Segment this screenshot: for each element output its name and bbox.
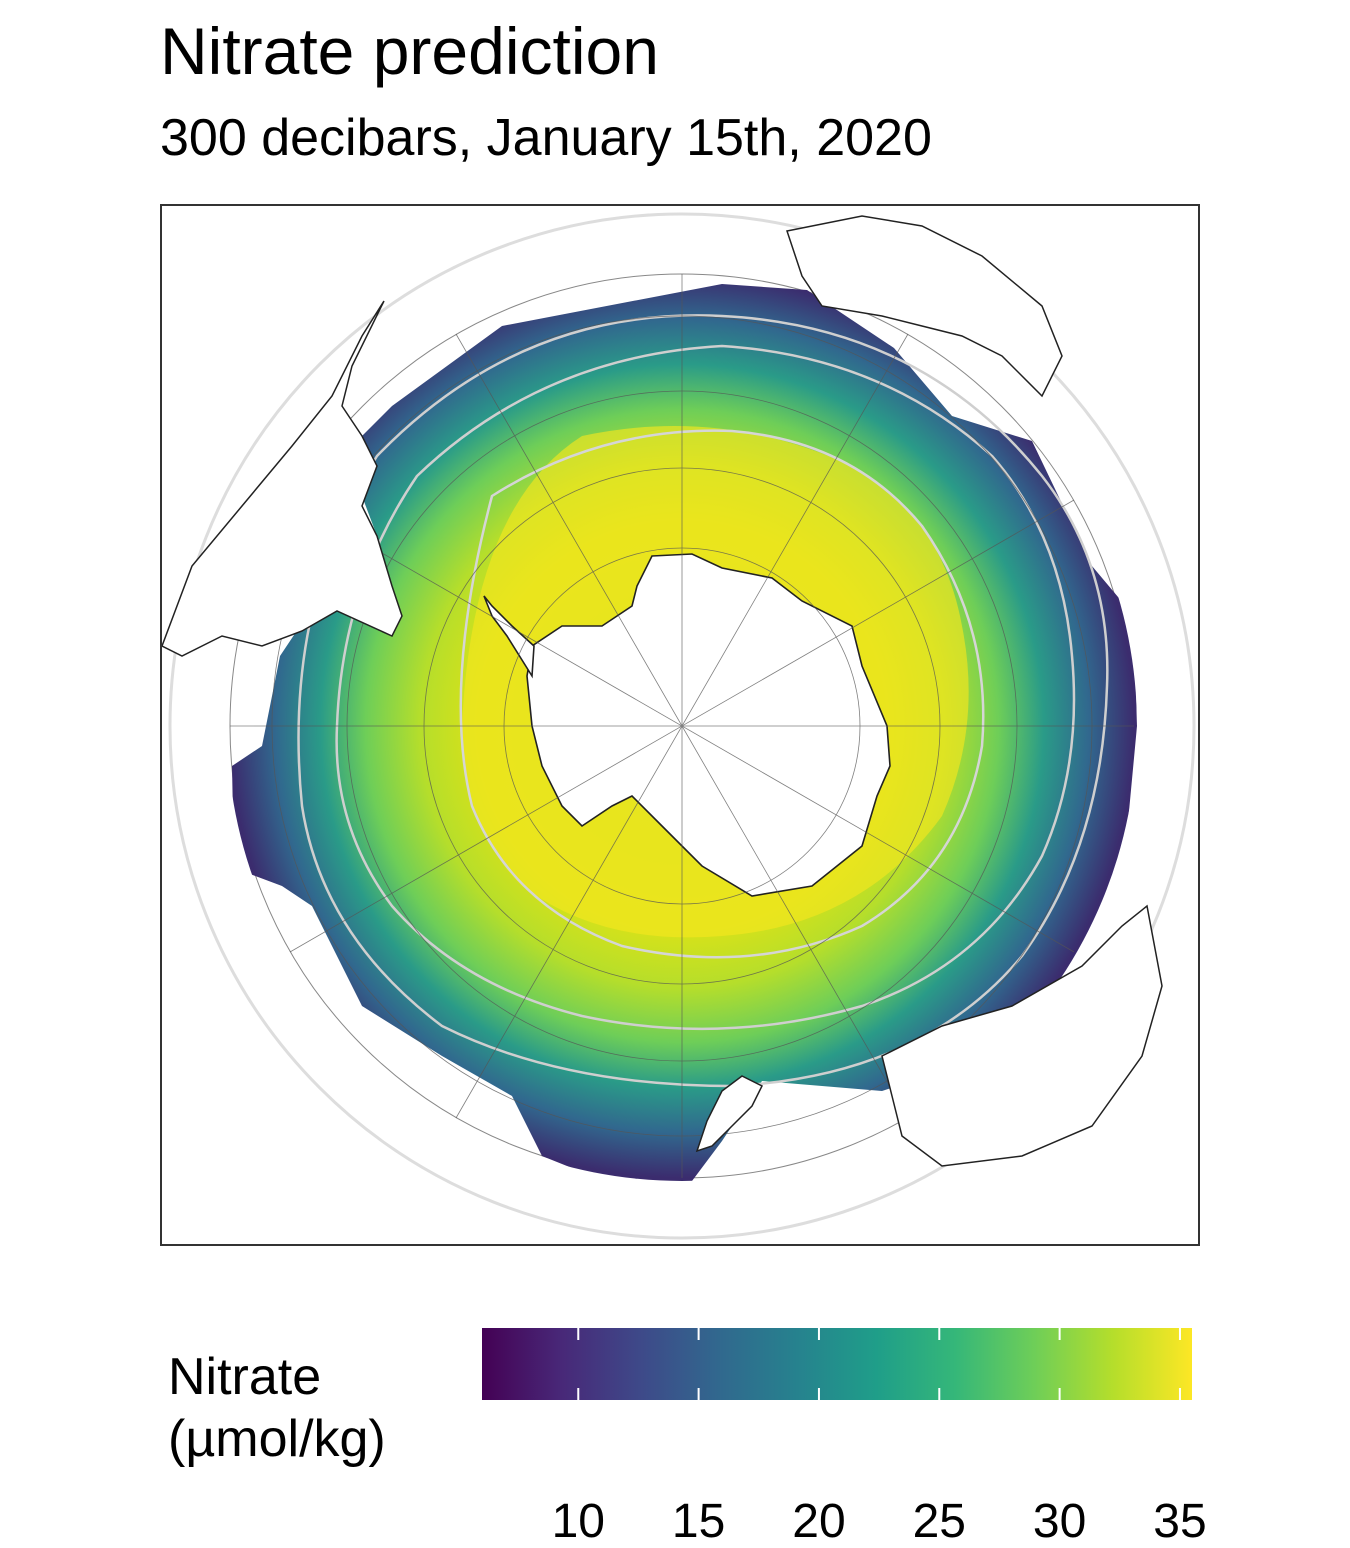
colorbar-tick-label: 15 [671,1495,726,1548]
antarctic-peninsula [483,595,535,679]
australia [881,904,1163,1167]
colorbar-tick-label: 10 [551,1495,605,1548]
colorbar-tick-label: 25 [912,1495,966,1548]
colorbar [482,1328,1192,1400]
polar-front [335,344,1076,1031]
subantarctic-front [297,314,1109,1088]
map-title: Nitrate prediction [160,14,659,88]
southern-front [459,429,985,959]
legend-title-line2: (µmol/kg) [168,1410,386,1469]
map-panel [160,204,1200,1246]
globe-outline [168,212,1196,1240]
africa [786,215,1063,398]
south-america [162,300,403,657]
colorbar-tick-label: 30 [1032,1495,1087,1548]
legend-title: Nitrate (µmol/kg) [168,1346,386,1471]
meridian [289,499,1075,953]
new-zealand [695,1075,764,1153]
map-subtitle: 300 decibars, January 15th, 2020 [160,109,932,167]
graticule [230,274,1134,1178]
polar-map [162,212,1196,1240]
legend-title-line1: Nitrate [168,1348,322,1406]
colorbar-ticks [577,1328,1181,1400]
colorbar-tick-label: 35 [1153,1495,1207,1548]
colorbar-tick-label: 20 [792,1495,846,1548]
